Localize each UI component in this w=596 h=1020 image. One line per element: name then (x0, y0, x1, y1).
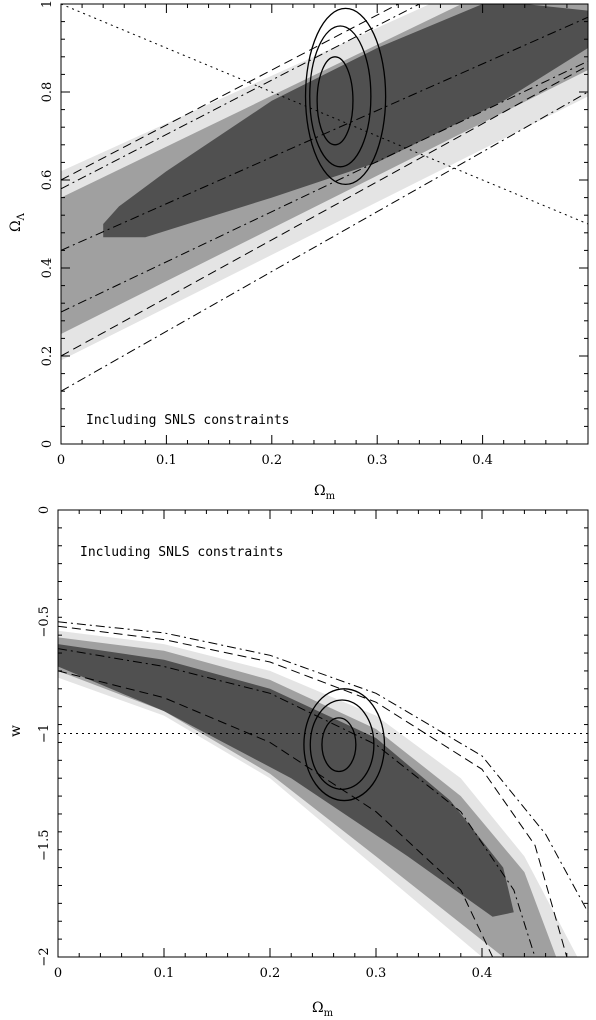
panel-omega-lambda: 0 0.1 0.2 0.3 0.4 0 0.2 0.4 0.6 0.8 1 Including S… (8, 0, 589, 502)
contour-ellipse (303, 688, 386, 802)
contour-ellipse (309, 699, 375, 791)
constraint-line-dashdot (61, 4, 420, 190)
constraint-line-dashdot (58, 621, 588, 913)
x-axis-title: Ωm (314, 483, 336, 502)
contour-ellipse (304, 7, 387, 186)
y-tick-label: −1 (37, 724, 52, 743)
contour-ellipse (316, 56, 354, 146)
y-tick-label: −2 (37, 947, 52, 966)
confidence-region-inner (103, 4, 588, 238)
y-tick-label: 0 (37, 506, 52, 514)
y-tick-labels: 0 0.2 0.4 0.6 0.8 1 (40, 0, 55, 448)
x-tick-label: 0.4 (472, 966, 493, 981)
y-tick-label: 0.2 (40, 346, 55, 367)
annotation-text: Including SNLS constraints (86, 413, 290, 428)
y-tick-label: −1.5 (37, 829, 52, 861)
x-tick-labels: 0 0.1 0.2 0.3 0.4 (54, 966, 492, 981)
tick-marks (60, 3, 589, 445)
contour-ellipse (309, 25, 372, 168)
annotation-text: Including SNLS constraints (80, 545, 284, 560)
constraint-line-dashdot (58, 648, 536, 957)
y-tick-label: 1 (40, 0, 55, 8)
y-axis-title: ΩΛ (8, 212, 27, 232)
x-tick-label: 0 (54, 966, 62, 981)
confidence-region-inner (58, 644, 514, 917)
y-tick-label: −0.5 (37, 606, 52, 638)
constraint-line-dotted (61, 4, 588, 225)
y-axis-title: w (8, 725, 24, 737)
panel-w: 0 0.1 0.2 0.3 0.4 −2 −1.5 −1 −0.5 0 Including SN… (8, 506, 589, 1019)
constraint-line-dashdot (61, 91, 588, 392)
y-tick-label: 0.6 (40, 170, 55, 191)
x-tick-label: 0.2 (261, 453, 282, 468)
y-tick-label: 0.8 (40, 82, 55, 103)
y-tick-label: 0 (40, 440, 55, 448)
plot-frame (60, 3, 589, 445)
constraint-line-dashed (61, 4, 399, 181)
constraint-line-dashed (61, 65, 588, 357)
x-axis-title: Ωm (312, 1000, 334, 1019)
contour-ellipse (321, 717, 357, 773)
y-tick-label: 0.4 (40, 258, 55, 279)
x-tick-labels: 0 0.1 0.2 0.3 0.4 (57, 453, 493, 468)
constraint-line-dashdot (61, 60, 588, 313)
tick-marks (57, 509, 589, 958)
y-tick-labels: −2 −1.5 −1 −0.5 0 (37, 506, 52, 967)
x-tick-label: 0.3 (366, 966, 387, 981)
x-tick-label: 0.1 (154, 966, 175, 981)
x-tick-label: 0.3 (367, 453, 388, 468)
constraint-line-dashed (58, 670, 494, 957)
plot-area (58, 621, 588, 957)
constraint-line-dashdot (61, 16, 588, 251)
x-tick-label: 0.4 (472, 453, 493, 468)
plot-frame (57, 509, 589, 958)
plot-area (61, 4, 588, 392)
x-tick-label: 0 (57, 453, 65, 468)
x-tick-label: 0.2 (260, 966, 281, 981)
constraint-line-dashed (58, 625, 568, 957)
x-tick-label: 0.1 (156, 453, 177, 468)
